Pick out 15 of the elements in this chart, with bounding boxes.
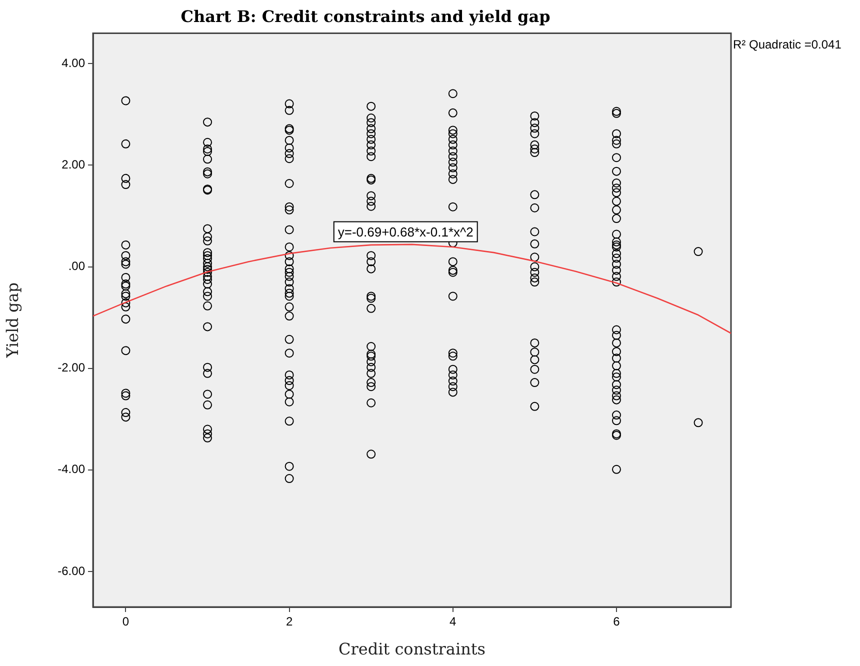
- y-tick-label: -6.00: [58, 564, 86, 578]
- x-tick-label: 2: [286, 614, 293, 629]
- chart-title: Chart B: Credit constraints and yield gap: [180, 6, 550, 26]
- x-tick-label: 6: [613, 614, 620, 629]
- annotation: y=-0.69+0.68*x-0.1*x^2: [338, 224, 474, 240]
- y-axis-title: Yield gap: [2, 282, 22, 359]
- y-tick-label: -4.00: [58, 462, 86, 476]
- y-tick-label: .00: [68, 259, 86, 274]
- x-axis-title: Credit constraints: [338, 640, 486, 659]
- y-tick-label: -2.00: [58, 360, 86, 375]
- x-tick-label: 4: [450, 614, 457, 629]
- x-tick-label: 0: [122, 614, 130, 629]
- y-tick-label: 4.00: [62, 56, 86, 70]
- y-tick-label: 2.00: [62, 158, 86, 172]
- text: R² Quadratic =0.041: [733, 38, 842, 52]
